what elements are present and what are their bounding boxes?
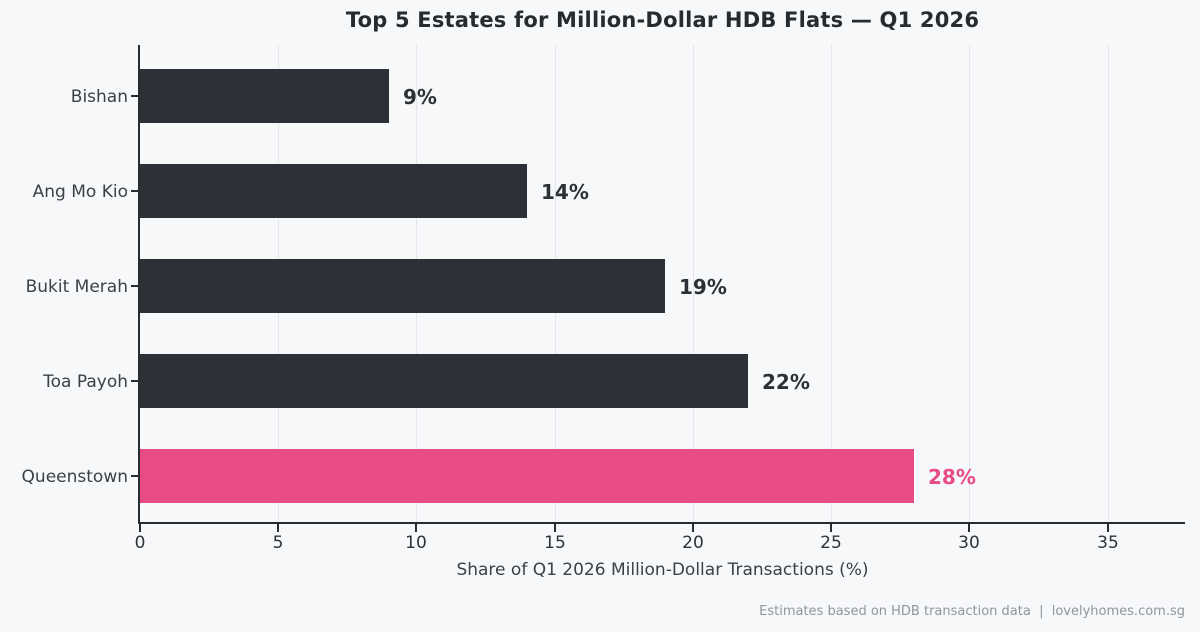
bar-bukit-merah <box>140 259 665 313</box>
x-axis-title: Share of Q1 2026 Million-Dollar Transact… <box>456 560 869 580</box>
bar-value-label: 19% <box>679 275 727 299</box>
bar-value-label: 22% <box>762 370 810 394</box>
x-tick-label-10: 10 <box>405 533 427 553</box>
x-tick-label-20: 20 <box>682 533 704 553</box>
y-axis-line <box>138 45 140 524</box>
x-tick-mark <box>139 524 141 532</box>
x-tick-label-35: 35 <box>1097 533 1119 553</box>
bar-ang-mo-kio <box>140 164 527 218</box>
x-tick-mark <box>692 524 694 532</box>
category-label-ang-mo-kio: Ang Mo Kio <box>32 182 128 202</box>
x-tick-mark <box>277 524 279 532</box>
x-tick-mark <box>1107 524 1109 532</box>
y-tick-mark <box>131 475 138 477</box>
x-tick-label-5: 5 <box>272 533 284 553</box>
y-tick-mark <box>131 380 138 382</box>
y-tick-mark <box>131 285 138 287</box>
x-tick-mark <box>554 524 556 532</box>
y-tick-mark <box>131 190 138 192</box>
chart-title: Top 5 Estates for Million-Dollar HDB Fla… <box>345 8 980 32</box>
category-label-toa-payoh: Toa Payoh <box>43 372 128 392</box>
x-tick-mark <box>968 524 970 532</box>
x-tick-label-30: 30 <box>958 533 980 553</box>
bar-value-label: 9% <box>403 85 437 109</box>
gridline-30 <box>969 45 970 522</box>
bar-value-label: 14% <box>541 180 589 204</box>
x-tick-mark <box>415 524 417 532</box>
x-tick-label-25: 25 <box>820 533 842 553</box>
x-tick-label-0: 0 <box>134 533 146 553</box>
gridline-25 <box>831 45 832 522</box>
x-tick-mark <box>830 524 832 532</box>
x-tick-label-15: 15 <box>544 533 566 553</box>
category-label-queenstown: Queenstown <box>21 467 128 487</box>
category-label-bishan: Bishan <box>70 87 128 107</box>
bar-queenstown <box>140 449 914 503</box>
gridline-20 <box>693 45 694 522</box>
y-tick-mark <box>131 95 138 97</box>
x-axis-line <box>138 522 1185 524</box>
gridline-35 <box>1108 45 1109 522</box>
bar-toa-payoh <box>140 354 748 408</box>
bar-value-label: 28% <box>928 465 976 489</box>
footer-note: Estimates based on HDB transaction data … <box>759 604 1185 619</box>
category-label-bukit-merah: Bukit Merah <box>25 277 128 297</box>
bar-bishan <box>140 69 389 123</box>
plot-area: 9% 14% 19% 22% 28% <box>138 45 1185 524</box>
